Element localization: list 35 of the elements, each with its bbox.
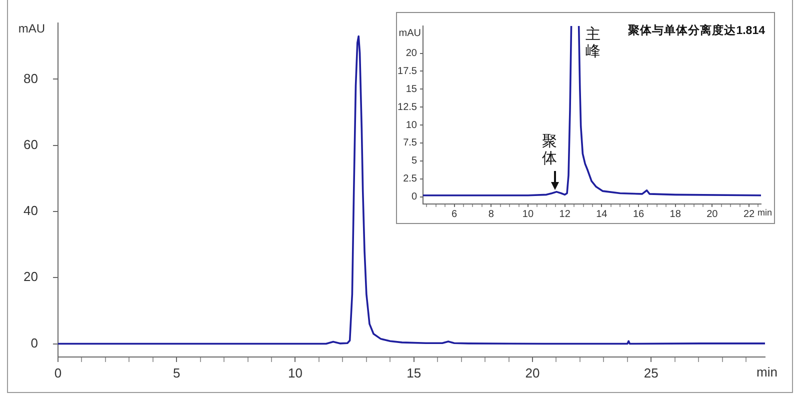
y-tick-label: 20 [24,269,38,284]
y-axis-title: mAU [18,21,45,36]
x-tick-label: 16 [632,208,645,220]
x-tick-label: 8 [488,208,494,220]
y-tick-label: 20 [406,48,418,60]
y-axis-title: mAU [398,28,421,39]
y-tick-label: 60 [24,136,38,152]
x-tick-label: 22 [743,208,756,220]
y-tick-label: 2.5 [403,174,418,185]
x-tick-label: 12 [559,208,571,220]
annotation: 主峰 [584,26,601,60]
x-tick-label: 10 [522,208,534,220]
y-tick-label: 15 [406,84,418,95]
annotation: 聚体 [542,132,558,167]
annotation: 聚体与单体分离度达1.814 [628,24,765,38]
y-tick-label: 7.5 [403,138,418,149]
y-tick-label: 80 [24,70,38,86]
y-tick-label: 12.5 [398,102,418,113]
x-tick-label: 20 [706,208,718,220]
y-tick-label: 5 [411,156,418,167]
x-axis-title: min [756,364,778,380]
y-tick-label: 10 [406,120,418,131]
y-tick-label: 0 [30,335,38,350]
x-tick-label: 25 [644,365,658,380]
x-tick-label: 5 [173,365,180,380]
y-tick-label: 0 [411,192,418,203]
x-tick-label: 6 [452,208,458,220]
x-tick-label: 18 [670,208,682,220]
x-axis-title: min [757,207,772,218]
y-tick-label: 40 [24,203,38,218]
x-tick-label: 10 [288,365,302,380]
x-tick-label: 0 [54,365,62,380]
y-tick-label: 17.5 [398,66,418,77]
x-tick-label: 14 [596,208,608,220]
x-tick-label: 20 [525,365,540,380]
